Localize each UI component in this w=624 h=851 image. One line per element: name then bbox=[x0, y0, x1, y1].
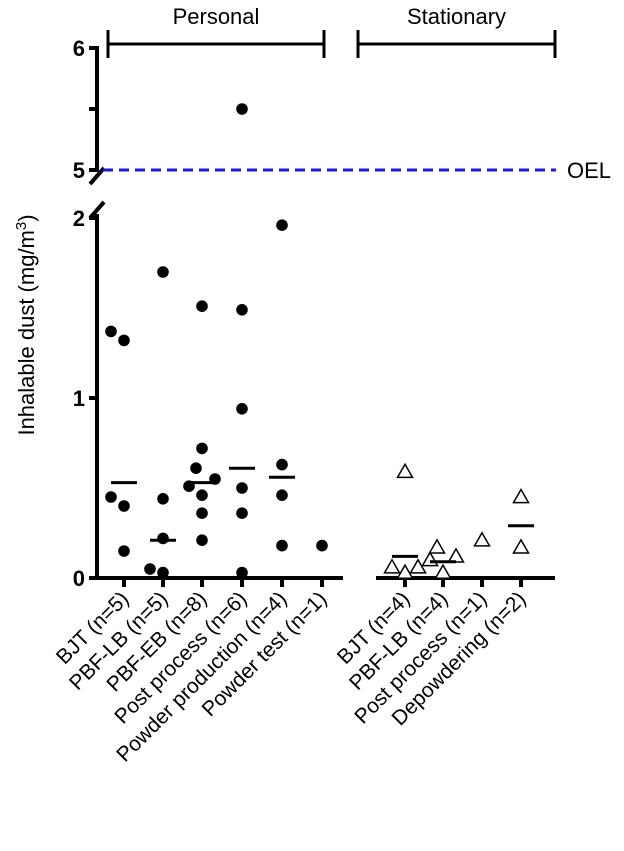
point-3-5 bbox=[236, 103, 248, 115]
y-axis-title-superscript: 3 bbox=[13, 222, 30, 230]
axes: 0 1 2 5 6 bbox=[73, 36, 555, 591]
point-6-3 bbox=[396, 462, 414, 479]
point-0-0 bbox=[118, 545, 130, 557]
oel-label: OEL bbox=[567, 158, 611, 183]
point-4-3 bbox=[276, 219, 288, 231]
y-axis-break-mark-lower bbox=[88, 200, 106, 220]
y-upper-0-label: 5 bbox=[73, 158, 85, 183]
y-upper-1-label: 6 bbox=[73, 36, 85, 61]
y-lower-1-label: 1 bbox=[73, 386, 85, 411]
point-2-5 bbox=[196, 442, 208, 455]
y-lower-0-label: 0 bbox=[73, 566, 85, 591]
group-brackets: Personal Stationary bbox=[106, 4, 557, 58]
point-0-4 bbox=[105, 325, 117, 338]
point-3-2 bbox=[236, 482, 248, 494]
point-3-1 bbox=[236, 507, 248, 519]
y-axis-title: Inhalable dust (mg/m3) bbox=[13, 214, 39, 435]
point-7-3 bbox=[428, 538, 446, 554]
point-2-4 bbox=[190, 462, 202, 475]
point-1-4 bbox=[157, 266, 169, 278]
point-6-0 bbox=[396, 563, 414, 579]
point-9-0 bbox=[512, 538, 530, 554]
point-8-0 bbox=[473, 531, 491, 547]
point-5-0 bbox=[316, 539, 328, 552]
point-0-1 bbox=[105, 491, 117, 503]
point-2-0 bbox=[196, 534, 208, 546]
group-label-0: Personal bbox=[173, 4, 260, 29]
y-axis-break-mark-upper bbox=[88, 166, 106, 186]
point-2-2 bbox=[196, 489, 208, 502]
point-2-7 bbox=[196, 300, 208, 313]
point-6-1 bbox=[383, 558, 401, 574]
y-lower-2-label: 2 bbox=[73, 206, 85, 231]
point-7-2 bbox=[447, 547, 465, 563]
point-4-0 bbox=[276, 539, 288, 552]
group-bracket-1 bbox=[356, 30, 557, 58]
point-3-4 bbox=[236, 304, 248, 316]
reference-line-group: OEL bbox=[103, 158, 611, 183]
point-4-1 bbox=[276, 489, 288, 502]
point-7-0 bbox=[434, 563, 452, 579]
point-1-1 bbox=[144, 563, 156, 575]
point-4-2 bbox=[276, 458, 288, 471]
point-1-2 bbox=[157, 532, 169, 545]
group-label-1: Stationary bbox=[407, 4, 506, 29]
category-labels: BJT (n=5)PBF-LB (n=5)PBF-EB (n=8)Post pr… bbox=[52, 587, 531, 766]
group-bracket-0 bbox=[106, 30, 326, 58]
point-1-0 bbox=[157, 566, 169, 579]
y-axis-title-close: ) bbox=[14, 214, 39, 221]
point-9-1 bbox=[512, 487, 530, 504]
point-3-0 bbox=[236, 566, 248, 579]
point-1-3 bbox=[157, 493, 169, 505]
point-0-3 bbox=[118, 334, 130, 347]
point-2-1 bbox=[196, 507, 208, 519]
point-0-2 bbox=[118, 500, 130, 512]
point-3-3 bbox=[236, 403, 248, 415]
point-7-1 bbox=[421, 550, 439, 567]
data-marks bbox=[105, 103, 534, 579]
